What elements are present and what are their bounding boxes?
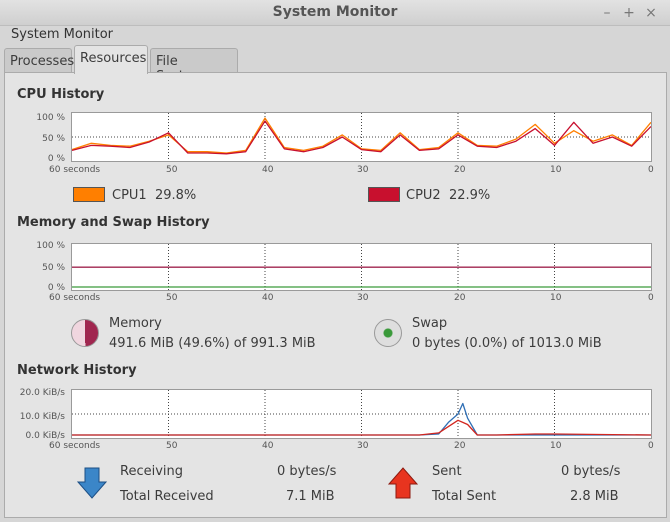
menu-system-monitor[interactable]: System Monitor [11,27,114,42]
mem-x-label-30: 30 [357,293,369,303]
mem-x-label-20: 20 [454,293,466,303]
maximize-button[interactable]: + [623,5,635,21]
menu-bar: System Monitor [0,26,670,44]
tab-file-systems[interactable]: File Systems [150,48,238,84]
memory-label: Memory [109,316,162,331]
cpu-y-label-0: 0 % [47,154,65,164]
network-history-plot [72,390,651,438]
total-sent-label: Total Sent [432,489,497,504]
cpu-x-label-10: 10 [550,165,562,175]
total-received-value: 7.1 MiB [286,489,335,504]
network-series-sent [72,419,651,436]
memory-pie-icon[interactable] [71,319,99,347]
cpu-series-cpu2 [72,120,651,155]
sent-label: Sent [432,464,462,479]
total-received-label: Total Received [120,489,214,504]
network-series-receiving [72,402,651,436]
receiving-arrow-icon [77,467,107,499]
cpu1-color-button[interactable] [73,187,105,202]
receiving-value: 0 bytes/s [277,464,337,479]
tab-processes[interactable]: Processes [4,48,74,74]
mem-x-label-50: 50 [166,293,178,303]
cpu-y-label-50: 50 % [42,134,65,144]
minimize-button[interactable]: – [603,5,611,21]
window-title: System Monitor [272,4,398,20]
net-x-label-40: 40 [262,441,274,451]
mem-y-label-100: 100 % [36,241,65,251]
cpu-x-label-20: 20 [454,165,466,175]
memory-history-title: Memory and Swap History [17,215,210,230]
cpu2-label: CPU2 22.9% [406,188,491,203]
net-x-label-10: 10 [550,441,562,451]
cpu-history-graph [71,112,652,162]
mem-x-label-40: 40 [262,293,274,303]
net-y-label-0: 0.0 KiB/s [25,431,65,441]
swap-value: 0 bytes (0.0%) of 1013.0 MiB [412,336,602,351]
net-x-label-30: 30 [357,441,369,451]
cpu1-label: CPU1 29.8% [112,188,197,203]
swap-pie-icon[interactable] [374,319,402,347]
cpu-x-label-30: 30 [357,165,369,175]
network-history-title: Network History [17,363,137,378]
memory-history-plot [72,244,651,290]
cpu-x-label-0: 0 [648,165,654,175]
cpu-history-title: CPU History [17,87,105,102]
mem-y-label-50: 50 % [42,263,65,273]
cpu-series-cpu1 [72,117,651,154]
memory-history-graph [71,243,652,291]
cpu-y-label-100: 100 % [36,113,65,123]
cpu2-value: 22.9% [448,188,491,203]
swap-label: Swap [412,316,448,331]
total-sent-value: 2.8 MiB [570,489,619,504]
net-x-label-0: 0 [648,441,654,451]
mem-x-label-60: 60 seconds [49,293,101,303]
net-x-label-20: 20 [454,441,466,451]
mem-y-label-0: 0 % [47,283,65,293]
sent-value: 0 bytes/s [561,464,621,479]
title-bar[interactable]: System Monitor – + × [0,0,670,26]
tab-resources[interactable]: Resources [74,45,148,74]
cpu-history-plot [72,113,651,161]
cpu-x-label-40: 40 [262,165,274,175]
network-history-graph [71,389,652,439]
net-x-label-50: 50 [166,441,178,451]
net-x-label-60: 60 seconds [49,441,101,451]
mem-x-label-0: 0 [648,293,654,303]
mem-x-label-10: 10 [550,293,562,303]
net-y-label-20: 20.0 KiB/s [19,388,65,398]
cpu-x-label-60: 60 seconds [49,165,101,175]
cpu2-color-button[interactable] [368,187,400,202]
memory-value: 491.6 MiB (49.6%) of 991.3 MiB [109,336,316,351]
sent-arrow-icon [388,467,418,499]
net-y-label-10: 10.0 KiB/s [19,412,65,422]
receiving-label: Receiving [120,464,184,479]
cpu-x-label-50: 50 [166,165,178,175]
resources-panel: CPU History 100 % 50 % 0 % 60 seconds 50… [4,72,667,518]
close-button[interactable]: × [645,5,657,21]
cpu1-value: 29.8% [154,188,197,203]
